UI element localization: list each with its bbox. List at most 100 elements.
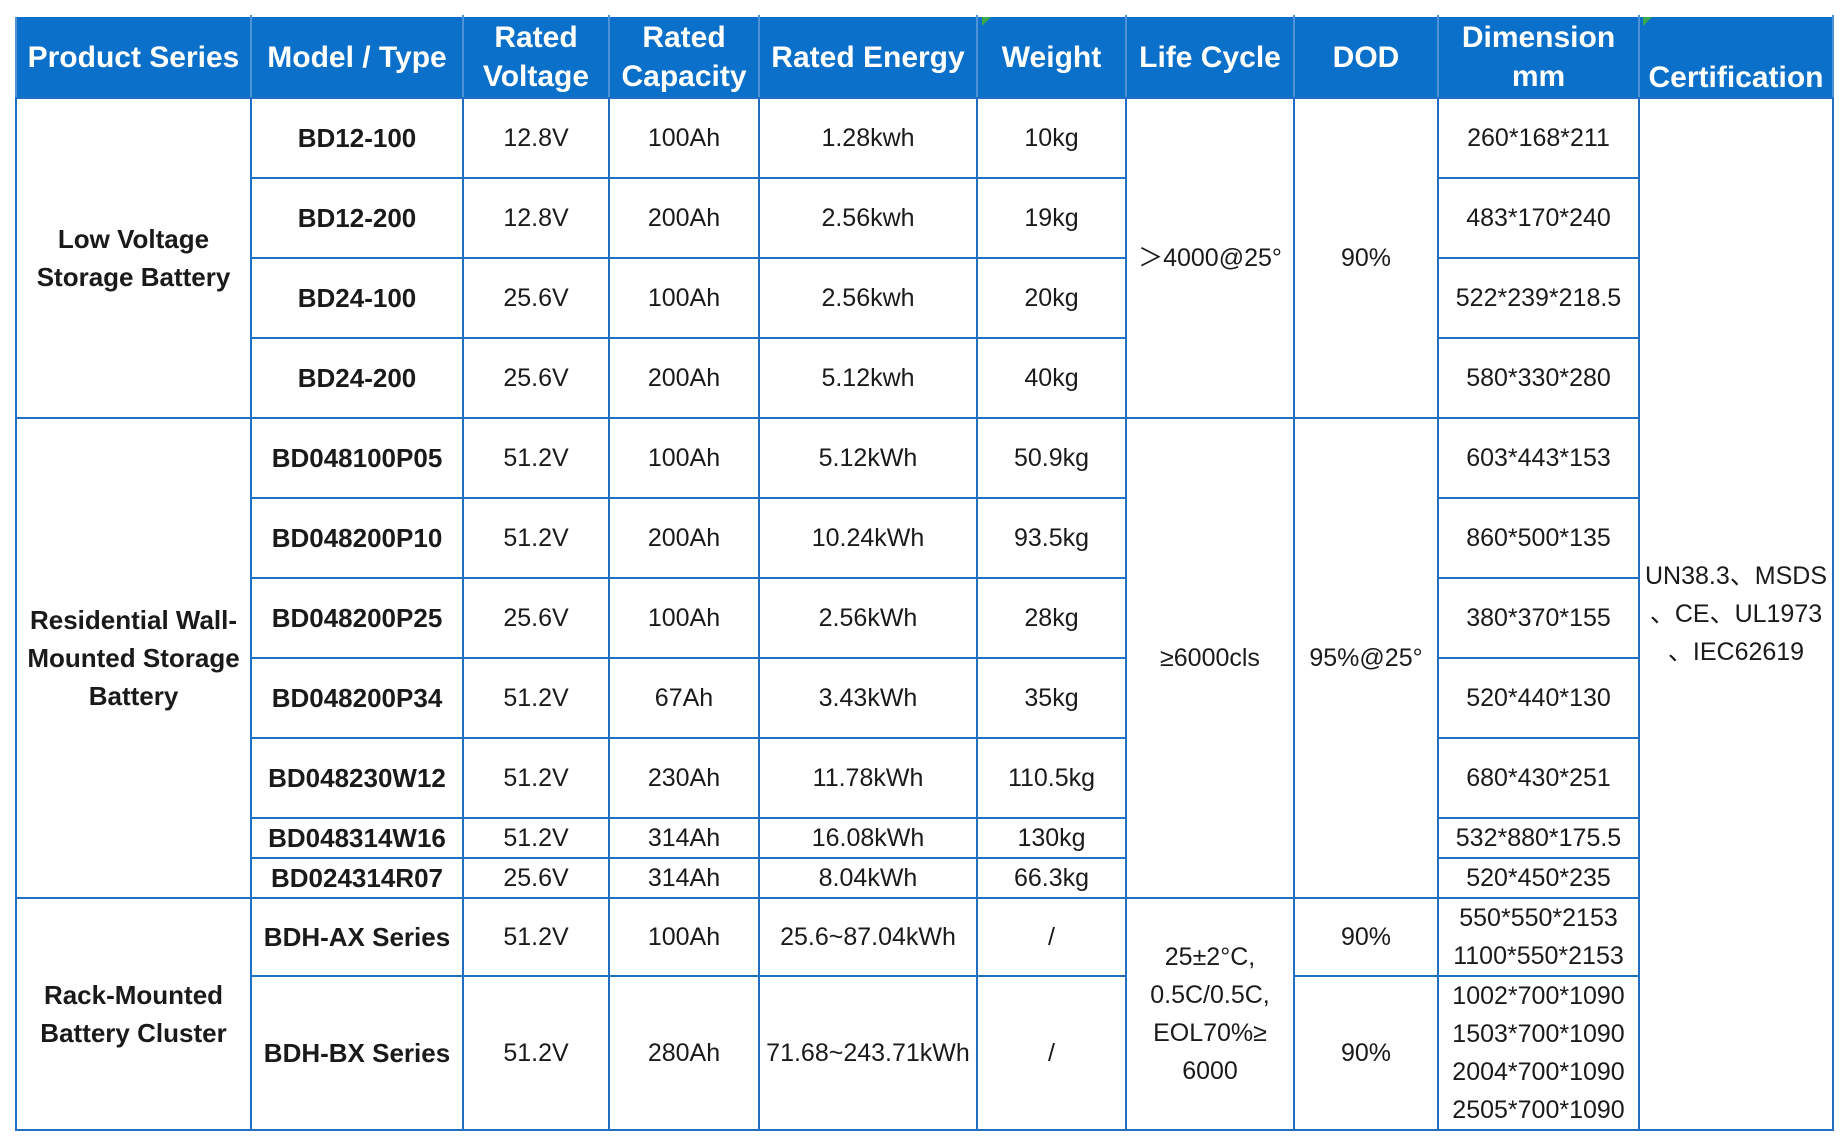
weight-cell: 35kg: [976, 657, 1127, 739]
series-residential: Residential Wall- Mounted Storage Batter…: [15, 417, 252, 899]
voltage-cell: 12.8V: [462, 177, 610, 259]
dimension-cell: 380*370*155: [1437, 577, 1640, 659]
series-low-voltage: Low Voltage Storage Battery: [15, 97, 252, 419]
capacity-cell: 100Ah: [608, 257, 760, 339]
energy-cell: 16.08kWh: [758, 817, 978, 859]
dod-residential: 95%@25°: [1293, 417, 1439, 899]
capacity-cell: 314Ah: [608, 817, 760, 859]
model-cell: BD12-100: [250, 97, 464, 179]
model-cell: BD048200P10: [250, 497, 464, 579]
energy-cell: 11.78kWh: [758, 737, 978, 819]
dimension-cell: 532*880*175.5: [1437, 817, 1640, 859]
table-row: Rack-Mounted Battery Cluster BDH-AX Seri…: [15, 897, 1833, 1131]
weight-cell: 110.5kg: [976, 737, 1127, 819]
header-rated-voltage: Rated Voltage: [462, 15, 610, 99]
energy-cell: 2.56kwh: [758, 177, 978, 259]
energy-cell: 25.6~87.04kWh: [758, 897, 978, 977]
table-row: BD24-100 25.6V 100Ah 2.56kwh 20kg 522*23…: [16, 257, 1833, 339]
voltage-cell: 25.6V: [462, 337, 610, 419]
capacity-cell: 200Ah: [608, 337, 760, 419]
weight-cell: 28kg: [976, 577, 1127, 659]
header-model-type: Model / Type: [250, 15, 464, 99]
header-life-cycle: Life Cycle: [1125, 15, 1295, 99]
weight-cell: 66.3kg: [976, 857, 1127, 899]
header-rated-energy: Rated Energy: [758, 15, 978, 99]
model-cell: BD048200P34: [250, 657, 464, 739]
header-rated-capacity: Rated Capacity: [608, 15, 760, 99]
dod-rack-ax: 90%: [1293, 897, 1439, 977]
capacity-cell: 314Ah: [608, 857, 760, 899]
voltage-cell: 25.6V: [462, 857, 610, 899]
weight-cell: 20kg: [976, 257, 1127, 339]
dimension-cell: 1002*700*1090 1503*700*1090 2004*700*109…: [1437, 975, 1640, 1131]
dimension-cell: 603*443*153: [1437, 417, 1640, 499]
model-cell: BD12-200: [250, 177, 464, 259]
dimension-cell: 680*430*251: [1437, 737, 1640, 819]
dimension-cell: 550*550*2153 1100*550*2153: [1437, 897, 1640, 977]
voltage-cell: 25.6V: [462, 257, 610, 339]
table-row: BD048200P34 51.2V 67Ah 3.43kWh 35kg 520*…: [16, 657, 1833, 739]
dimension-cell: 260*168*211: [1437, 97, 1640, 179]
table-row: BD048230W12 51.2V 230Ah 11.78kWh 110.5kg…: [16, 737, 1833, 819]
capacity-cell: 100Ah: [608, 417, 760, 499]
voltage-cell: 51.2V: [462, 897, 610, 977]
weight-cell: /: [976, 975, 1127, 1131]
voltage-cell: 51.2V: [462, 817, 610, 859]
dimension-cell: 520*440*130: [1437, 657, 1640, 739]
life-cycle-low-voltage: ＞4000@25°: [1125, 97, 1295, 419]
model-cell: BD048200P25: [250, 577, 464, 659]
dimension-cell: 580*330*280: [1437, 337, 1640, 419]
model-cell: BD24-100: [250, 257, 464, 339]
corner-mark-weight: [982, 17, 991, 26]
capacity-cell: 200Ah: [608, 177, 760, 259]
model-cell: BD048314W16: [250, 817, 464, 859]
table-row: Low Voltage Storage Battery BD12-100 12.…: [15, 97, 1834, 1131]
voltage-cell: 25.6V: [462, 577, 610, 659]
voltage-cell: 51.2V: [462, 657, 610, 739]
capacity-cell: 67Ah: [608, 657, 760, 739]
energy-cell: 5.12kwh: [758, 337, 978, 419]
energy-cell: 2.56kWh: [758, 577, 978, 659]
energy-cell: 71.68~243.71kWh: [758, 975, 978, 1131]
table-row: BD048314W16 51.2V 314Ah 16.08kWh 130kg 5…: [16, 817, 1833, 859]
capacity-cell: 100Ah: [608, 897, 760, 977]
dimension-cell: 522*239*218.5: [1437, 257, 1640, 339]
voltage-cell: 51.2V: [462, 975, 610, 1131]
capacity-cell: 230Ah: [608, 737, 760, 819]
table-row: BD24-200 25.6V 200Ah 5.12kwh 40kg 580*33…: [16, 337, 1833, 419]
table-row: BD048200P25 25.6V 100Ah 2.56kWh 28kg 380…: [16, 577, 1833, 659]
life-cycle-rack: 25±2°C, 0.5C/0.5C, EOL70%≥ 6000: [1125, 897, 1295, 1131]
dod-rack-bx: 90%: [1293, 975, 1439, 1131]
header-dimension: Dimension mm: [1437, 15, 1640, 99]
weight-cell: 10kg: [976, 97, 1127, 179]
weight-cell: 19kg: [976, 177, 1127, 259]
capacity-cell: 100Ah: [608, 577, 760, 659]
model-cell: BD24-200: [250, 337, 464, 419]
weight-cell: /: [976, 897, 1127, 977]
model-cell: BD048100P05: [250, 417, 464, 499]
model-cell: BD048230W12: [250, 737, 464, 819]
energy-cell: 5.12kWh: [758, 417, 978, 499]
certification-cell: UN38.3、MSDS 、CE、UL1973 、IEC62619: [1638, 97, 1834, 1131]
model-cell: BDH-AX Series: [250, 897, 464, 977]
voltage-cell: 51.2V: [462, 497, 610, 579]
energy-cell: 1.28kwh: [758, 97, 978, 179]
header-dod: DOD: [1293, 15, 1439, 99]
dimension-cell: 520*450*235: [1437, 857, 1640, 899]
energy-cell: 2.56kwh: [758, 257, 978, 339]
model-cell: BD024314R07: [250, 857, 464, 899]
table-row: BD024314R07 25.6V 314Ah 8.04kWh 66.3kg 5…: [16, 857, 1833, 899]
model-cell: BDH-BX Series: [250, 975, 464, 1131]
table-row: Residential Wall- Mounted Storage Batter…: [15, 417, 1833, 899]
energy-cell: 8.04kWh: [758, 857, 978, 899]
capacity-cell: 280Ah: [608, 975, 760, 1131]
weight-cell: 50.9kg: [976, 417, 1127, 499]
product-spec-table: Product Series Model / Type Rated Voltag…: [15, 15, 1834, 1131]
energy-cell: 3.43kWh: [758, 657, 978, 739]
capacity-cell: 100Ah: [608, 97, 760, 179]
dimension-cell: 860*500*135: [1437, 497, 1640, 579]
table-row: BD12-200 12.8V 200Ah 2.56kwh 19kg 483*17…: [16, 177, 1833, 259]
table-row: BD048200P10 51.2V 200Ah 10.24kWh 93.5kg …: [16, 497, 1833, 579]
header-product-series: Product Series: [15, 15, 252, 99]
voltage-cell: 51.2V: [462, 417, 610, 499]
